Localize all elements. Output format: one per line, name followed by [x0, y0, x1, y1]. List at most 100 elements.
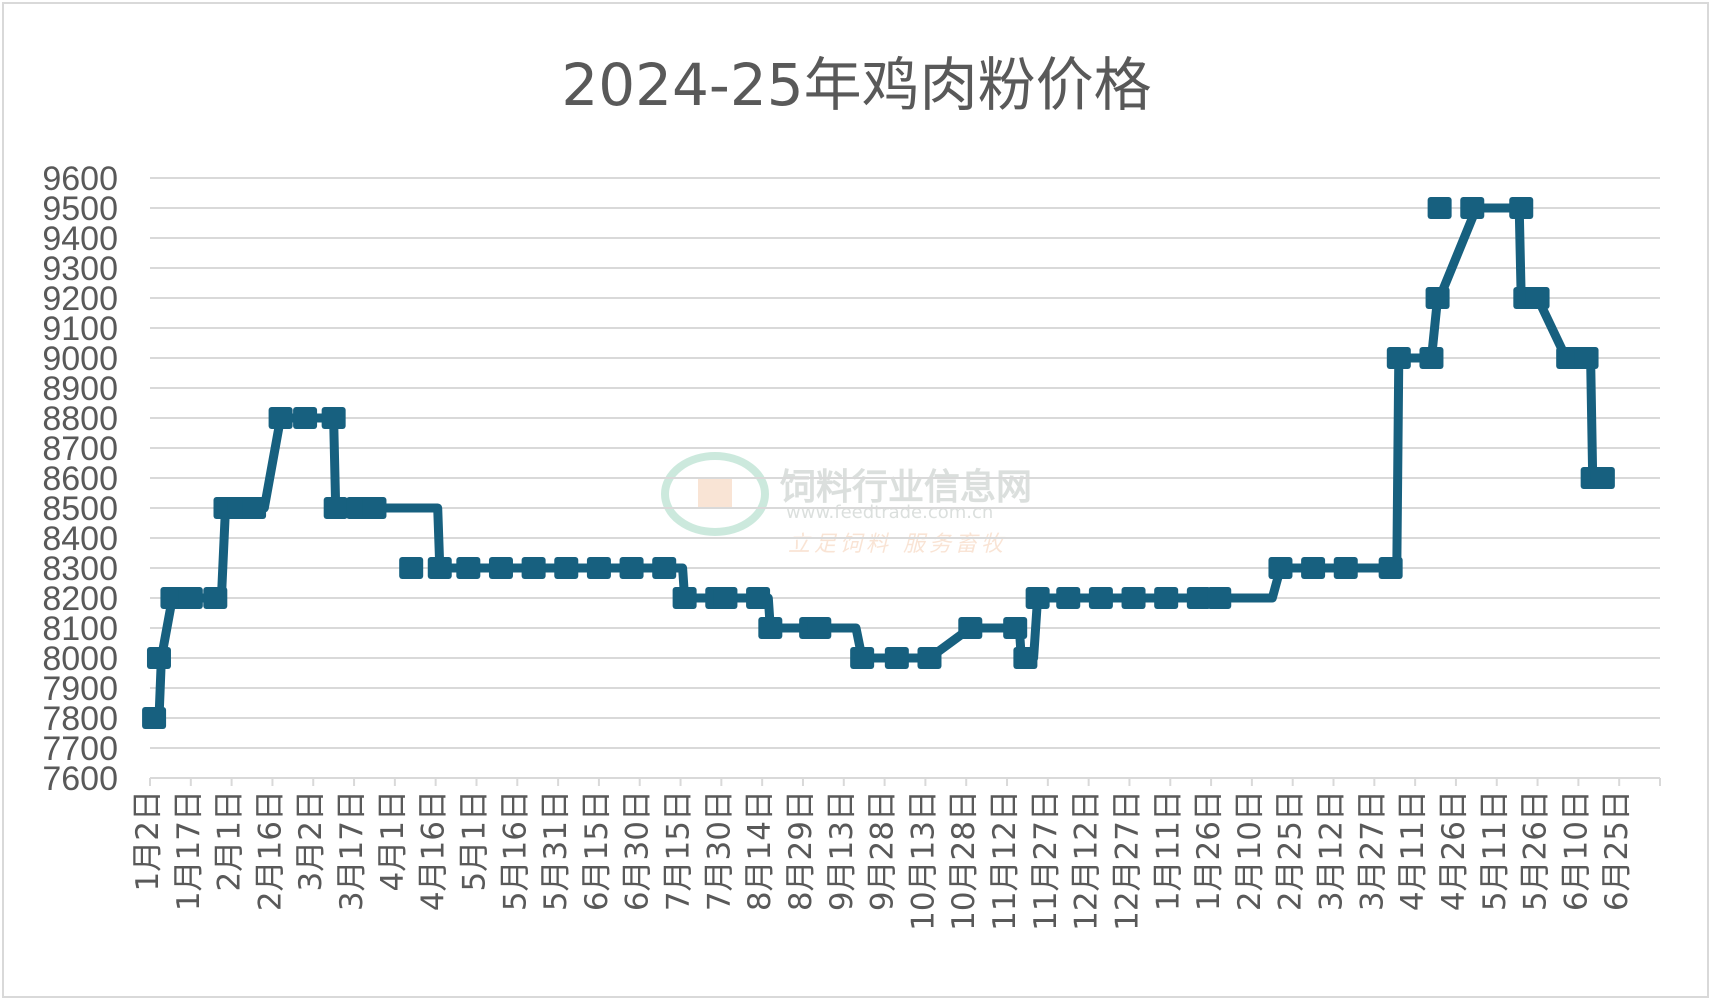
x-tick-label: 5月31日 [538, 790, 574, 911]
data-point [672, 587, 697, 609]
data-point [488, 557, 513, 579]
data-point [399, 557, 424, 579]
x-axis: 1月2日 1月17日 2月1日 2月16日 3月2日 3月17日 4月1日 4月16日 5月1日… [130, 777, 1661, 931]
data-point [758, 617, 783, 639]
data-point [1574, 347, 1599, 369]
data-point [178, 587, 203, 609]
data-point [1025, 587, 1050, 609]
data-point [1525, 287, 1550, 309]
data-point [142, 707, 167, 729]
data-point [1268, 557, 1293, 579]
y-tick-label: 8200 [42, 580, 118, 618]
data-point [586, 557, 611, 579]
data-point [456, 557, 481, 579]
x-tick-label: 7月30日 [701, 790, 737, 911]
y-tick-label: 8800 [42, 400, 118, 438]
data-point [1186, 587, 1211, 609]
y-tick-label: 7600 [42, 760, 118, 798]
data-point [1590, 467, 1615, 489]
x-tick-label: 5月1日 [456, 790, 492, 891]
y-tick-label: 9100 [42, 310, 118, 348]
y-tick-label: 8300 [42, 550, 118, 588]
data-point [884, 647, 909, 669]
chart-title: 2024-25年鸡肉粉价格 [561, 51, 1152, 119]
y-axis-ticks: 7600770078007900800081008200830084008500… [42, 160, 118, 798]
data-point [1088, 587, 1113, 609]
x-tick-label: 5月16日 [497, 790, 533, 911]
data-point [554, 557, 579, 579]
data-point [362, 497, 387, 519]
x-tick-label: 4月11日 [1395, 790, 1431, 911]
x-tick-label: 9月28日 [865, 790, 901, 911]
x-tick-label: 2月25日 [1273, 790, 1309, 911]
data-point [958, 617, 983, 639]
data-point [807, 617, 832, 639]
x-tick-label: 8月14日 [742, 790, 778, 911]
x-tick-label: 6月10日 [1558, 790, 1594, 911]
x-tick-label: 9月13日 [824, 790, 860, 911]
y-tick-label: 9300 [42, 250, 118, 288]
x-tick-label: 3月2日 [293, 790, 329, 891]
data-point [146, 647, 171, 669]
watermark-logo-icon [661, 452, 769, 536]
data-point [1121, 587, 1146, 609]
data-point [1207, 587, 1232, 609]
y-tick-label: 9600 [42, 160, 118, 198]
data-point [850, 647, 875, 669]
x-tick-label: 8月29日 [783, 790, 819, 911]
x-tick-label: 2月1日 [212, 790, 248, 891]
x-tick-label: 12月12日 [1069, 790, 1105, 931]
data-point [1301, 557, 1326, 579]
x-tick-label: 4月26日 [1436, 790, 1472, 911]
data-point [293, 407, 318, 429]
x-tick-label: 11月27日 [1028, 790, 1064, 931]
x-tick-label: 10月28日 [946, 790, 982, 931]
data-point [323, 497, 348, 519]
x-tick-label: 12月27日 [1109, 790, 1145, 931]
x-tick-label: 6月15日 [579, 790, 615, 911]
watermark-title: 饲料行业信息网 [780, 467, 1033, 508]
x-tick-label: 1月17日 [171, 790, 207, 911]
x-tick-label: 4月16日 [416, 790, 452, 911]
data-point [1460, 197, 1485, 219]
y-tick-label: 9000 [42, 340, 118, 378]
y-tick-label: 9500 [42, 190, 118, 228]
data-point [652, 557, 677, 579]
x-tick-label: 3月17日 [334, 790, 370, 911]
y-tick-label: 8000 [42, 640, 118, 678]
y-tick-label: 7900 [42, 670, 118, 708]
y-tick-label: 7800 [42, 700, 118, 738]
data-point [1556, 347, 1581, 369]
y-tick-label: 8900 [42, 370, 118, 408]
y-tick-label: 8400 [42, 520, 118, 558]
y-tick-label: 9200 [42, 280, 118, 318]
data-point [1419, 347, 1444, 369]
x-tick-label: 1月2日 [130, 790, 166, 891]
y-tick-label: 8600 [42, 460, 118, 498]
x-tick-label: 6月30日 [620, 790, 656, 911]
data-point [1003, 617, 1028, 639]
data-point [746, 587, 771, 609]
data-point [1378, 557, 1403, 579]
data-point [713, 587, 738, 609]
data-point [521, 557, 546, 579]
x-tick-label: 5月26日 [1518, 790, 1554, 911]
data-point [242, 497, 267, 519]
y-tick-label: 8700 [42, 430, 118, 468]
y-tick-label: 8500 [42, 490, 118, 528]
data-point [1427, 197, 1452, 219]
x-tick-label: 3月12日 [1314, 790, 1350, 911]
x-tick-label: 4月1日 [375, 790, 411, 891]
x-tick-label: 10月13日 [905, 790, 941, 931]
x-tick-label: 6月25日 [1599, 790, 1635, 911]
data-point [917, 647, 942, 669]
data-point [268, 407, 293, 429]
x-tick-label: 7月15日 [661, 790, 697, 911]
x-tick-label: 5月11日 [1477, 790, 1513, 911]
data-point [1425, 287, 1450, 309]
data-point [1386, 347, 1411, 369]
x-tick-label: 3月27日 [1354, 790, 1390, 911]
data-point [1509, 197, 1534, 219]
